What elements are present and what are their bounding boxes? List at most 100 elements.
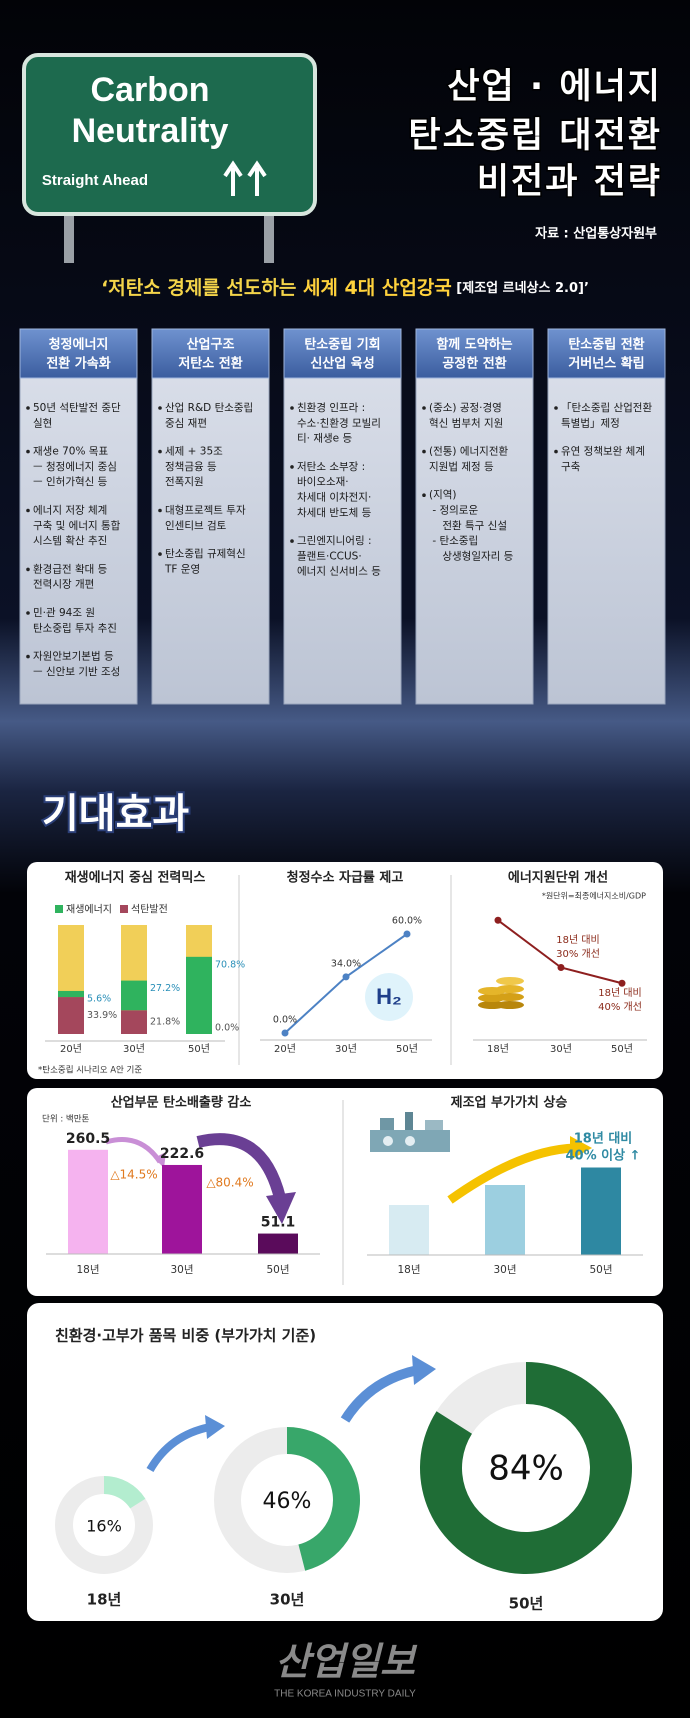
arrow (105, 1137, 163, 1164)
column-header (547, 328, 666, 379)
column-item: 인센티브 검토 (165, 520, 227, 532)
column-title: 전환 가속화 (46, 356, 110, 372)
arrow (146, 1423, 211, 1473)
bullet (290, 539, 294, 543)
bullet (422, 449, 426, 454)
column-item: 구축 및 에너지 통합 (33, 520, 121, 532)
data-label: 70.8% (215, 959, 245, 970)
column-item: 지원법 제정 등 (429, 461, 494, 473)
point (281, 1029, 289, 1037)
column-item: 플랜트·CCUS· (297, 550, 362, 562)
chart-title: 청정수소 자급률 제고 (287, 870, 404, 886)
bullet (26, 508, 30, 513)
data-label: 222.6 (160, 1146, 204, 1162)
column-item: 전환 특구 신설 (429, 520, 507, 532)
bullet (290, 406, 294, 410)
sign-arrows (223, 160, 267, 196)
factory-icon (370, 1112, 450, 1152)
column-header (151, 328, 270, 379)
column-item: 혁신 범부처 지원 (429, 417, 503, 429)
page-title: 비전과 전략 (477, 162, 662, 202)
column-title: 거버넌스 확립 (568, 356, 644, 372)
page-title: 산업 · 에너지 (447, 67, 662, 107)
arrow (412, 1355, 436, 1385)
column-item: 실현 (33, 417, 52, 429)
bar (581, 1167, 621, 1255)
chart-note: *원단위=최종에너지소비/GDP (542, 891, 646, 901)
bar (485, 1185, 525, 1255)
column-title: 산업구조 (187, 337, 235, 353)
data-label: 46% (263, 1489, 312, 1514)
column-item: 티· 재생e 등 (297, 433, 352, 445)
column-item: (전통) 에너지전환 (429, 446, 508, 458)
coins-icon (478, 977, 524, 1009)
bullet (26, 611, 30, 615)
x-tick-label: 50년 (396, 1043, 418, 1055)
sign-text: Carbon (91, 71, 210, 109)
arrow (266, 1192, 296, 1224)
data-label: 27.2% (150, 983, 180, 994)
vision-lead: ‘저탄소 경제를 선도하는 (101, 277, 303, 299)
annotation: 18년 대비 (574, 1132, 633, 1147)
x-tick-label: 18년 (76, 1264, 99, 1276)
donut-segment (104, 1476, 146, 1509)
column-item: 유연 정책보완 체계 (561, 445, 645, 458)
column-item: TF 운영 (164, 563, 200, 575)
source: 자료 : 산업통상자원부 (535, 226, 657, 242)
x-tick-label: 20년 (60, 1043, 82, 1055)
column-item: ㅡ 신안보 기반 조성 (33, 666, 120, 678)
data-label: 33.9% (87, 1010, 117, 1021)
sign-post (64, 205, 74, 263)
legend-swatch (120, 905, 128, 913)
panel (27, 1088, 663, 1296)
data-label: 0.0% (273, 1015, 297, 1026)
bar (162, 1164, 202, 1254)
chart-unit: 단위 : 백만톤 (42, 1114, 90, 1125)
data-label: 60.0% (392, 916, 422, 927)
bar-segment (121, 980, 147, 1011)
point (403, 930, 411, 938)
bullet (158, 406, 162, 410)
chart-title: 재생에너지 중심 전력믹스 (65, 870, 206, 886)
chart-title: 친환경·고부가 품목 비중 (부가가치 기준) (55, 1327, 316, 1345)
column-item: (지역) (429, 489, 457, 501)
arrow (196, 1133, 286, 1200)
column-item: 시스템 확산 추진 (33, 534, 107, 547)
column-item: 그린엔지니어링 : (297, 535, 372, 547)
column-item: 전폭지원 (165, 476, 204, 488)
annotation: △14.5% (110, 1168, 157, 1182)
column-header (415, 328, 534, 379)
footer-logo: 산업일보 (275, 1640, 418, 1684)
column-item: 대형프로젝트 투자 (165, 505, 246, 517)
vision-highlight: 세계 4대 산업강국 (303, 277, 452, 299)
bar-segment (58, 997, 84, 1034)
arrow (205, 1415, 225, 1439)
column-item: ㅡ 청정에너지 중심 (33, 461, 117, 473)
column-header (283, 328, 402, 379)
point (557, 964, 565, 972)
arrow (570, 1136, 592, 1160)
column-header (19, 328, 138, 379)
x-tick-label: 50년 (266, 1264, 289, 1276)
column-item: 자원안보기본법 등 (33, 651, 114, 663)
x-tick-label: 50년 (509, 1595, 544, 1613)
x-tick-label: 30년 (170, 1264, 193, 1276)
column-item: 전력시장 개편 (33, 578, 94, 591)
legend-swatch (55, 905, 63, 913)
x-tick-label: 30년 (550, 1043, 572, 1055)
column-item: 에너지 저장 체계 (33, 505, 107, 517)
donut-segment (287, 1427, 360, 1571)
column-item: 정책금융 등 (165, 461, 217, 473)
bullet (26, 406, 30, 410)
legend-label: 재생에너지 (66, 904, 112, 916)
data-label: 34.0% (331, 958, 361, 969)
column-body (415, 377, 534, 705)
column-item: 「탄소중립 산업전환 (561, 401, 652, 414)
column-title: 탄소중립 전환 (568, 337, 644, 353)
page-title: 탄소중립 대전환 (408, 116, 662, 156)
x-tick-label: 30년 (493, 1264, 516, 1276)
column-title: 신산업 육성 (310, 356, 374, 372)
arrow (447, 1143, 576, 1204)
column-title: 함께 도약하는 (436, 337, 512, 353)
x-tick-label: 18년 (87, 1591, 122, 1609)
